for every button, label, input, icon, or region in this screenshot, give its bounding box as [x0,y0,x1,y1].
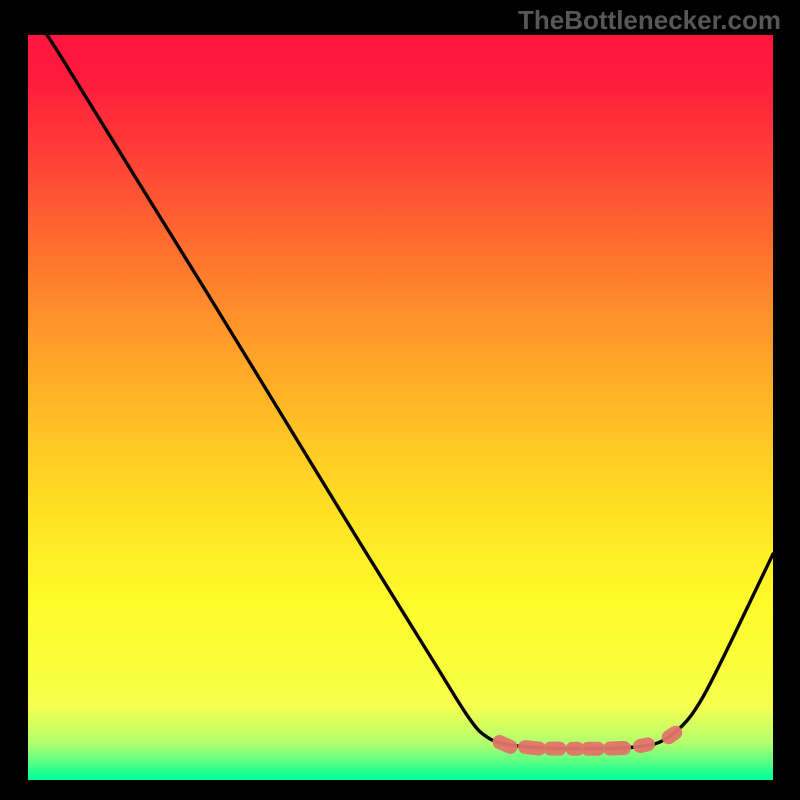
curve-marker [543,741,566,755]
curve-marker [581,742,605,756]
curve-marker [603,741,631,756]
watermark-text: TheBottlenecker.com [518,5,781,36]
gradient-background [28,35,773,780]
plot-area [28,35,773,780]
chart-svg [28,35,773,780]
